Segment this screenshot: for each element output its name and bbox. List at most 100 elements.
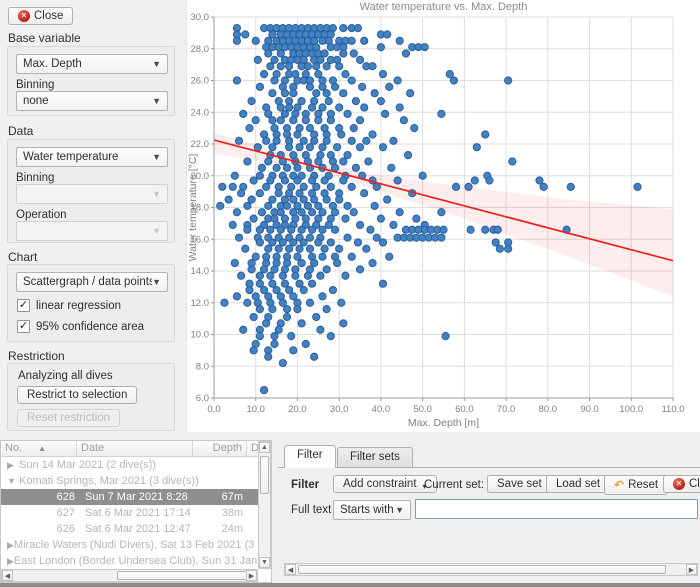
linear-regression-checkbox[interactable]: ✓ bbox=[17, 299, 30, 312]
collapse-icon[interactable]: ▼ bbox=[7, 476, 16, 486]
linear-regression-label: linear regression bbox=[36, 299, 122, 312]
data-operation-label: Operation bbox=[16, 209, 67, 221]
tab-divider bbox=[278, 467, 700, 468]
trip-row[interactable]: ▼ Komati Springs, Mar 2021 (3 dive(s)) bbox=[1, 473, 258, 489]
statistics-chart-panel: 0.0 10.0 20.0 30.0 40.0 50.0 60.0 70.0 80.0 90.0 1… bbox=[186, 0, 700, 432]
data-variable-select[interactable]: Water temperature ▼ bbox=[16, 147, 168, 167]
svg-text:10.0: 10.0 bbox=[246, 404, 265, 415]
base-variable-select[interactable]: Max. Depth ▼ bbox=[16, 54, 168, 74]
base-binning-select[interactable]: none ▼ bbox=[16, 91, 168, 111]
close-filter-button[interactable]: ✕ Close bbox=[663, 475, 700, 493]
scroll-left-icon[interactable]: ◀ bbox=[285, 564, 296, 575]
scroll-down-icon[interactable]: ▼ bbox=[259, 557, 270, 568]
dive-list-hscroll-thumb[interactable] bbox=[117, 571, 255, 580]
reset-restriction-label: Reset restriction bbox=[27, 412, 111, 424]
match-mode-select[interactable]: Starts with ▼ bbox=[333, 500, 411, 520]
expand-icon[interactable]: ▶ bbox=[7, 540, 14, 550]
svg-text:Water temperature [°C]: Water temperature [°C] bbox=[187, 154, 199, 262]
expand-icon[interactable]: ▶ bbox=[7, 460, 14, 470]
svg-text:28.0: 28.0 bbox=[191, 44, 210, 55]
window-bottom-edge bbox=[0, 583, 700, 587]
confidence-area-checkbox[interactable]: ✓ bbox=[17, 320, 30, 333]
svg-text:14.0: 14.0 bbox=[191, 266, 210, 277]
tab-filter-label: Filter bbox=[297, 449, 323, 461]
dive-list-vscroll-thumb[interactable] bbox=[260, 456, 269, 494]
svg-text:80.0: 80.0 bbox=[539, 404, 558, 415]
svg-text:30.0: 30.0 bbox=[330, 404, 349, 415]
svg-text:20.0: 20.0 bbox=[191, 171, 210, 182]
dive-date: Sat 6 Mar 2021 17:14 bbox=[85, 507, 191, 519]
svg-text:22.0: 22.0 bbox=[191, 139, 210, 150]
add-constraint-button[interactable]: Add constraint ▾ bbox=[333, 475, 437, 493]
svg-text:26.0: 26.0 bbox=[191, 76, 210, 87]
column-header-depth[interactable]: Depth bbox=[193, 441, 247, 456]
column-header-duration-label: D bbox=[251, 442, 259, 454]
column-header-date-label: Date bbox=[81, 442, 105, 454]
chart-group: Scattergraph / data points ▼ ✓ linear re… bbox=[7, 264, 175, 342]
dive-list-vertical-scrollbar[interactable]: ▲ ▼ bbox=[258, 441, 271, 569]
restrict-to-selection-button[interactable]: Restrict to selection bbox=[17, 386, 138, 404]
trip-row[interactable]: ▶ East London (Border Undersea Club), Sun… bbox=[1, 553, 258, 569]
filter-hscroll-thumb[interactable] bbox=[298, 565, 666, 574]
dive-date: Sun 7 Mar 2021 8:28 bbox=[85, 491, 188, 503]
svg-text:100.0: 100.0 bbox=[619, 404, 643, 415]
filter-row-label: Filter bbox=[291, 479, 320, 491]
dive-row[interactable]: 628 Sun 7 Mar 2021 8:28 67m bbox=[1, 489, 258, 505]
dive-number: 628 bbox=[56, 491, 75, 503]
confidence-area-row: ✓ 95% confidence area bbox=[17, 320, 144, 333]
checkmark-icon: ✓ bbox=[18, 299, 29, 311]
dive-list-body: ▶ Sun 14 Mar 2021 (2 dive(s)) ▼ Komati Spri… bbox=[1, 457, 258, 569]
chevron-down-icon: ▼ bbox=[395, 505, 404, 515]
svg-text:16.0: 16.0 bbox=[191, 234, 210, 245]
reset-restriction-button[interactable]: Reset restriction bbox=[17, 409, 121, 427]
svg-text:6.0: 6.0 bbox=[196, 393, 209, 404]
svg-text:0.0: 0.0 bbox=[207, 404, 220, 415]
dive-row[interactable]: 627 Sat 6 Mar 2021 17:14 38m bbox=[1, 505, 258, 521]
save-set-button[interactable]: Save set bbox=[487, 475, 552, 493]
svg-text:12.0: 12.0 bbox=[191, 298, 210, 309]
filter-horizontal-scrollbar[interactable]: ◀ ▶ bbox=[284, 563, 698, 576]
svg-text:Max. Depth [m]: Max. Depth [m] bbox=[408, 417, 479, 429]
scroll-right-icon[interactable]: ▶ bbox=[246, 570, 257, 581]
sort-ascending-icon: ▲ bbox=[38, 444, 47, 453]
scroll-up-icon[interactable]: ▲ bbox=[259, 442, 270, 453]
restrict-to-selection-label: Restrict to selection bbox=[27, 389, 128, 401]
dive-number: 627 bbox=[56, 507, 75, 519]
data-binning-label: Binning bbox=[16, 172, 55, 184]
tab-filter[interactable]: Filter bbox=[284, 445, 336, 468]
svg-text:90.0: 90.0 bbox=[580, 404, 599, 415]
scatter-chart: 0.0 10.0 20.0 30.0 40.0 50.0 60.0 70.0 80.0 90.0 1… bbox=[187, 1, 685, 429]
scroll-left-icon[interactable]: ◀ bbox=[2, 570, 13, 581]
data-variable-value: Water temperature bbox=[23, 151, 119, 163]
expand-icon[interactable]: ▶ bbox=[7, 556, 14, 566]
full-text-input[interactable] bbox=[415, 499, 698, 519]
column-header-depth-label: Depth bbox=[212, 442, 242, 454]
chevron-down-icon: ▼ bbox=[152, 96, 161, 106]
chevron-down-icon: ▼ bbox=[152, 189, 161, 199]
reset-filter-button[interactable]: ↶ Reset bbox=[604, 475, 669, 495]
close-button[interactable]: ✕ Close bbox=[8, 7, 74, 25]
trip-row[interactable]: ▶ Miracle Waters (Nudi Divers), Sat 13 Fe… bbox=[1, 537, 258, 553]
statistics-sidebar: ✕ Close Base variable Max. Depth ▼ Binni… bbox=[0, 0, 186, 440]
chart-type-select[interactable]: Scattergraph / data points ▼ bbox=[16, 272, 168, 292]
trip-row[interactable]: ▶ Sun 14 Mar 2021 (2 dive(s)) bbox=[1, 457, 258, 473]
data-group: Water temperature ▼ Binning ▼ Operation … bbox=[7, 139, 175, 243]
scroll-right-icon[interactable]: ▶ bbox=[686, 564, 697, 575]
checkmark-icon: ✓ bbox=[18, 320, 29, 332]
reset-filter-label: Reset bbox=[628, 479, 659, 491]
dive-row[interactable]: 626 Sat 6 Mar 2021 12:47 24m bbox=[1, 521, 258, 537]
chevron-down-icon: ▼ bbox=[152, 226, 161, 236]
svg-text:24.0: 24.0 bbox=[191, 107, 210, 118]
dive-depth: 24m bbox=[221, 523, 243, 535]
dive-depth: 67m bbox=[221, 491, 243, 503]
column-header-date[interactable]: Date bbox=[77, 441, 193, 456]
column-header-no[interactable]: No. ▲ bbox=[1, 441, 77, 456]
tab-filter-sets[interactable]: Filter sets bbox=[337, 447, 413, 468]
svg-text:10.0: 10.0 bbox=[191, 330, 210, 341]
dive-list-horizontal-scrollbar[interactable]: ◀ ▶ bbox=[1, 569, 258, 582]
linear-regression-row: ✓ linear regression bbox=[17, 299, 121, 312]
svg-text:30.0: 30.0 bbox=[191, 12, 210, 23]
dive-depth: 38m bbox=[221, 507, 243, 519]
current-set-label: Current set: bbox=[424, 479, 485, 491]
load-set-button[interactable]: Load set▾ bbox=[546, 475, 621, 493]
